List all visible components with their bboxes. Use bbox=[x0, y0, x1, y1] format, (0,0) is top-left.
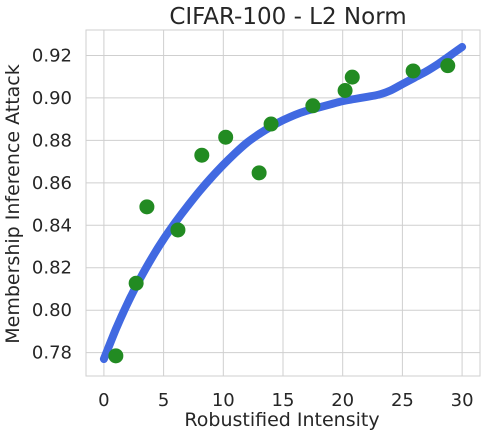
plot-frame bbox=[85, 29, 481, 377]
x-tick-label: 25 bbox=[391, 390, 414, 411]
y-tick-labels: 0.78 0.80 0.82 0.84 0.86 0.88 0.90 0.92 bbox=[32, 45, 72, 363]
y-tick-label: 0.80 bbox=[32, 300, 72, 321]
x-axis-label: Robustified Intensity bbox=[184, 409, 379, 431]
y-tick-label: 0.86 bbox=[32, 173, 72, 194]
data-point bbox=[139, 199, 155, 215]
x-tick-labels: 0 5 10 15 20 25 30 bbox=[98, 390, 473, 411]
data-point bbox=[344, 69, 360, 85]
scatter-points-layer bbox=[108, 58, 456, 364]
data-point bbox=[194, 147, 210, 163]
data-point bbox=[170, 222, 186, 238]
data-point bbox=[440, 58, 456, 74]
y-tick-label: 0.92 bbox=[32, 45, 72, 66]
data-point bbox=[128, 275, 144, 291]
data-point bbox=[251, 165, 267, 181]
x-tick-label: 30 bbox=[451, 390, 474, 411]
x-tick-label: 15 bbox=[272, 390, 295, 411]
y-tick-label: 0.82 bbox=[32, 258, 72, 279]
x-tick-label: 10 bbox=[212, 390, 235, 411]
data-point bbox=[405, 63, 421, 79]
data-point bbox=[337, 82, 353, 98]
data-point bbox=[263, 116, 279, 132]
data-point bbox=[218, 129, 234, 145]
y-tick-label: 0.84 bbox=[32, 215, 72, 236]
fit-curve-layer bbox=[99, 43, 467, 363]
chart-title: CIFAR-100 - L2 Norm bbox=[169, 4, 406, 30]
y-tick-label: 0.88 bbox=[32, 130, 72, 151]
data-point bbox=[305, 98, 321, 114]
y-tick-label: 0.90 bbox=[32, 88, 72, 109]
y-tick-label: 0.78 bbox=[32, 343, 72, 364]
x-tick-label: 0 bbox=[98, 390, 109, 411]
data-point bbox=[108, 348, 124, 364]
y-axis-label: Membership Inference Attack bbox=[2, 64, 24, 343]
x-tick-label: 20 bbox=[331, 390, 354, 411]
fit-curve bbox=[99, 43, 467, 363]
x-tick-label: 5 bbox=[158, 390, 169, 411]
